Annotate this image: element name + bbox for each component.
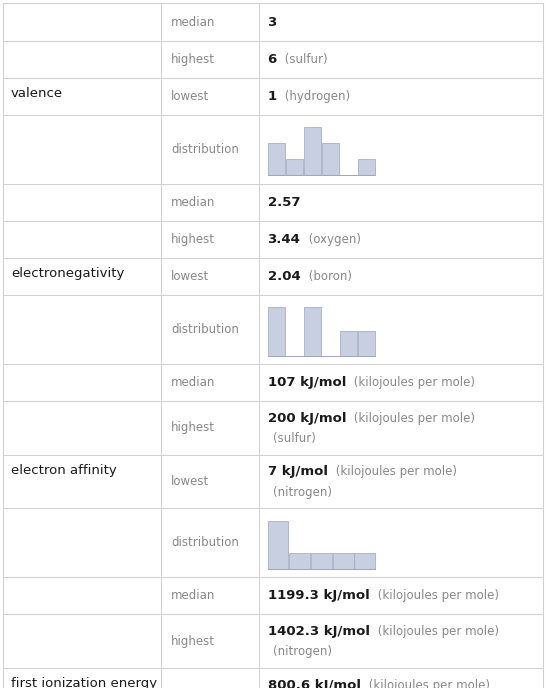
Text: (kilojoules per mole): (kilojoules per mole)	[365, 679, 490, 688]
Text: median: median	[171, 196, 215, 208]
Text: highest: highest	[171, 422, 215, 434]
Text: lowest: lowest	[171, 270, 209, 283]
Text: highest: highest	[171, 233, 215, 246]
Text: highest: highest	[171, 635, 215, 647]
Bar	[304, 127, 321, 175]
Text: lowest: lowest	[171, 90, 209, 103]
Text: first ionization energy: first ionization energy	[11, 678, 157, 688]
Text: (kilojoules per mole): (kilojoules per mole)	[332, 466, 457, 478]
Text: 3: 3	[268, 16, 277, 28]
Bar	[268, 143, 285, 175]
Text: distribution: distribution	[171, 537, 239, 549]
Text: (nitrogen): (nitrogen)	[273, 645, 332, 658]
Text: median: median	[171, 16, 215, 28]
Bar	[340, 332, 358, 356]
Text: 1199.3 kJ/mol: 1199.3 kJ/mol	[268, 590, 369, 602]
Text: (boron): (boron)	[305, 270, 352, 283]
Text: 3.44: 3.44	[268, 233, 300, 246]
Bar	[358, 332, 376, 356]
Text: 1: 1	[268, 90, 277, 103]
Text: 200 kJ/mol: 200 kJ/mol	[268, 412, 346, 424]
Text: (sulfur): (sulfur)	[273, 432, 316, 445]
Text: median: median	[171, 590, 215, 602]
Text: 2.57: 2.57	[268, 196, 300, 208]
Bar	[268, 521, 288, 569]
Text: (kilojoules per mole): (kilojoules per mole)	[351, 412, 476, 424]
Bar	[304, 308, 321, 356]
Text: distribution: distribution	[171, 143, 239, 155]
Text: 107 kJ/mol: 107 kJ/mol	[268, 376, 346, 389]
Text: electronegativity: electronegativity	[11, 268, 124, 280]
Bar	[286, 159, 303, 175]
Text: 6: 6	[268, 53, 277, 65]
Text: lowest: lowest	[171, 475, 209, 488]
Text: 2.04: 2.04	[268, 270, 300, 283]
Text: 7 kJ/mol: 7 kJ/mol	[268, 466, 328, 478]
Bar	[358, 159, 376, 175]
Text: 1402.3 kJ/mol: 1402.3 kJ/mol	[268, 625, 370, 638]
Text: median: median	[171, 376, 215, 389]
Text: valence: valence	[11, 87, 63, 100]
Bar	[268, 308, 285, 356]
Text: (kilojoules per mole): (kilojoules per mole)	[351, 376, 475, 389]
Text: (sulfur): (sulfur)	[281, 53, 328, 65]
Text: 800.6 kJ/mol: 800.6 kJ/mol	[268, 679, 360, 688]
Text: (kilojoules per mole): (kilojoules per mole)	[374, 625, 499, 638]
Text: (nitrogen): (nitrogen)	[273, 486, 332, 499]
Bar	[333, 552, 354, 569]
Bar	[322, 143, 339, 175]
Text: (hydrogen): (hydrogen)	[281, 90, 350, 103]
Bar	[354, 552, 375, 569]
Bar	[311, 552, 332, 569]
Text: highest: highest	[171, 53, 215, 65]
Text: electron affinity: electron affinity	[11, 464, 117, 477]
Bar	[289, 552, 310, 569]
Text: (kilojoules per mole): (kilojoules per mole)	[373, 590, 498, 602]
Text: distribution: distribution	[171, 323, 239, 336]
Text: (oxygen): (oxygen)	[305, 233, 361, 246]
